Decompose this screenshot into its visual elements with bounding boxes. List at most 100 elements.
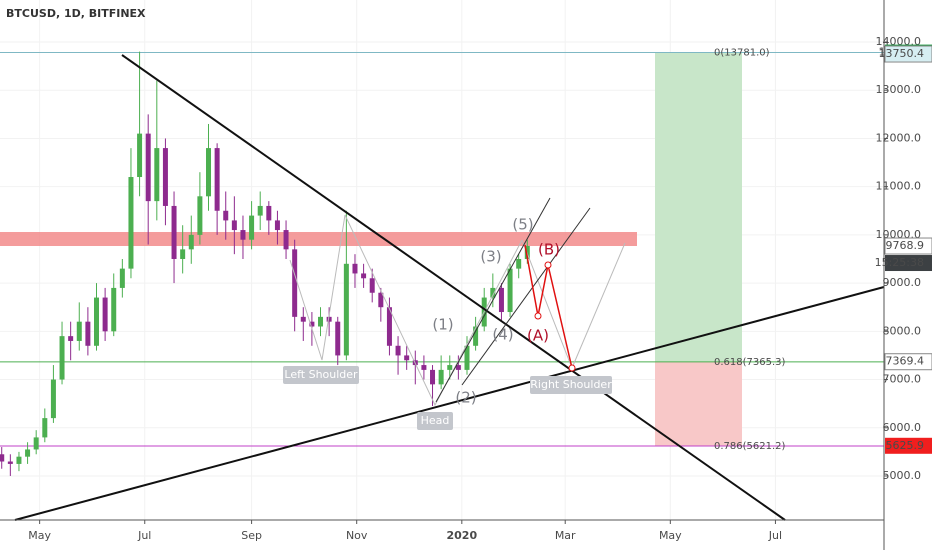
- correction-label: (B): [538, 241, 560, 259]
- resistance-zone: [0, 232, 637, 246]
- candle-body: [438, 369, 444, 385]
- candle-body: [369, 278, 375, 293]
- candle-body: [197, 196, 203, 235]
- candle-body: [464, 345, 470, 370]
- candle-body: [283, 230, 289, 250]
- candle-body: [154, 148, 160, 202]
- candle-body: [473, 326, 479, 346]
- candle-body: [266, 205, 272, 221]
- wave-label: (2): [455, 389, 476, 407]
- candle-body: [507, 268, 513, 313]
- candle-body: [214, 148, 220, 211]
- candle-body: [33, 437, 39, 450]
- candle-body: [352, 263, 358, 274]
- candle-body: [378, 292, 384, 308]
- correction-label: (A): [527, 327, 549, 345]
- pattern-box: [417, 412, 453, 430]
- countdown-label: 15:25:38: [875, 256, 924, 269]
- price-badge: [885, 437, 932, 454]
- price-badge: [884, 353, 932, 371]
- countdown-badge: [885, 255, 932, 272]
- candle-body: [171, 205, 177, 259]
- y-tick-label: 13000.0: [876, 83, 922, 96]
- x-tick-label: Sep: [241, 529, 262, 542]
- wave-label: (1): [432, 316, 453, 334]
- stop-zone: [655, 362, 742, 446]
- candle-body: [395, 345, 401, 356]
- price-badge-label: 13750.4: [879, 47, 925, 60]
- price-badge: [884, 45, 932, 63]
- candle-body: [447, 365, 453, 370]
- pattern-label: Right Shoulder: [530, 378, 612, 391]
- candle-body: [76, 321, 82, 341]
- candle-body: [119, 268, 125, 288]
- wave-label: (4): [492, 326, 513, 344]
- pattern-box: [283, 366, 359, 384]
- candle-body: [249, 215, 255, 240]
- candle-body: [430, 369, 436, 385]
- x-tick-label: May: [28, 529, 51, 542]
- candle-body: [490, 287, 496, 298]
- candle-body: [7, 461, 13, 464]
- fib-label: 0(13781.0): [714, 48, 770, 59]
- candle-body: [240, 230, 246, 240]
- fib-levels: 0(13781.0) 0.618(7365.3) 0.786(5621.2): [0, 48, 884, 452]
- candle-body: [16, 456, 22, 464]
- candle-body: [68, 336, 74, 341]
- candles: [0, 51, 530, 476]
- candle-body: [137, 133, 143, 178]
- candle-body: [274, 220, 280, 231]
- y-tick-label: 6000.0: [883, 421, 922, 434]
- candle-body: [361, 273, 367, 279]
- y-tick-label: 8000.0: [883, 324, 922, 337]
- pattern-box: [530, 376, 612, 394]
- candle-body: [300, 316, 306, 322]
- candle-body: [162, 148, 168, 206]
- candle-body: [498, 287, 504, 313]
- fib-label: 0.618(7365.3): [714, 357, 786, 368]
- fib-label: 0.786(5621.2): [714, 441, 786, 452]
- price-badge-label: 5625.9: [886, 439, 925, 452]
- y-tick-label: 7000.0: [883, 373, 922, 386]
- candle-body: [404, 355, 410, 361]
- candle-body: [180, 249, 186, 259]
- candle-body: [257, 205, 263, 216]
- candle-body: [128, 177, 134, 269]
- x-tick-label: Jul: [137, 529, 151, 542]
- x-tick-label: Nov: [346, 529, 368, 542]
- price-badge-label: 7369.4: [886, 355, 925, 368]
- pattern-label: Head: [421, 414, 450, 427]
- candle-body: [25, 449, 31, 457]
- candle-body: [455, 365, 461, 370]
- candle-body: [50, 379, 56, 419]
- candle-body: [42, 418, 48, 438]
- candle-body: [343, 263, 349, 356]
- wave-label: (5): [512, 216, 533, 234]
- drawings: [14, 54, 885, 521]
- y-tick-label: 9000.0: [883, 276, 922, 289]
- price-badge: [884, 237, 932, 255]
- chart-title: BTCUSD, 1D, BITFINEX: [6, 7, 146, 20]
- candle-body: [93, 297, 99, 346]
- price-badge-label: 9768.9: [886, 239, 925, 252]
- x-tick-label: May: [659, 529, 682, 542]
- x-tick-label: Jul: [768, 529, 782, 542]
- candle-body: [309, 321, 315, 327]
- x-tick-label: 2020: [447, 529, 478, 542]
- candle-body: [335, 321, 341, 356]
- candle-body: [326, 316, 332, 322]
- wave-label: (3): [480, 248, 501, 266]
- candle-body: [111, 287, 117, 332]
- candle-body: [386, 307, 392, 346]
- candle-body: [188, 234, 194, 250]
- x-tick-label: Mar: [555, 529, 576, 542]
- candle-body: [85, 321, 91, 346]
- axes: 5000.06000.07000.08000.09000.010000.0110…: [28, 35, 932, 542]
- candle-body: [206, 148, 212, 197]
- y-tick-label: 12000.0: [876, 131, 922, 144]
- candle-body: [231, 220, 237, 231]
- candle-body: [421, 365, 427, 370]
- pattern-label: Left Shoulder: [284, 368, 358, 381]
